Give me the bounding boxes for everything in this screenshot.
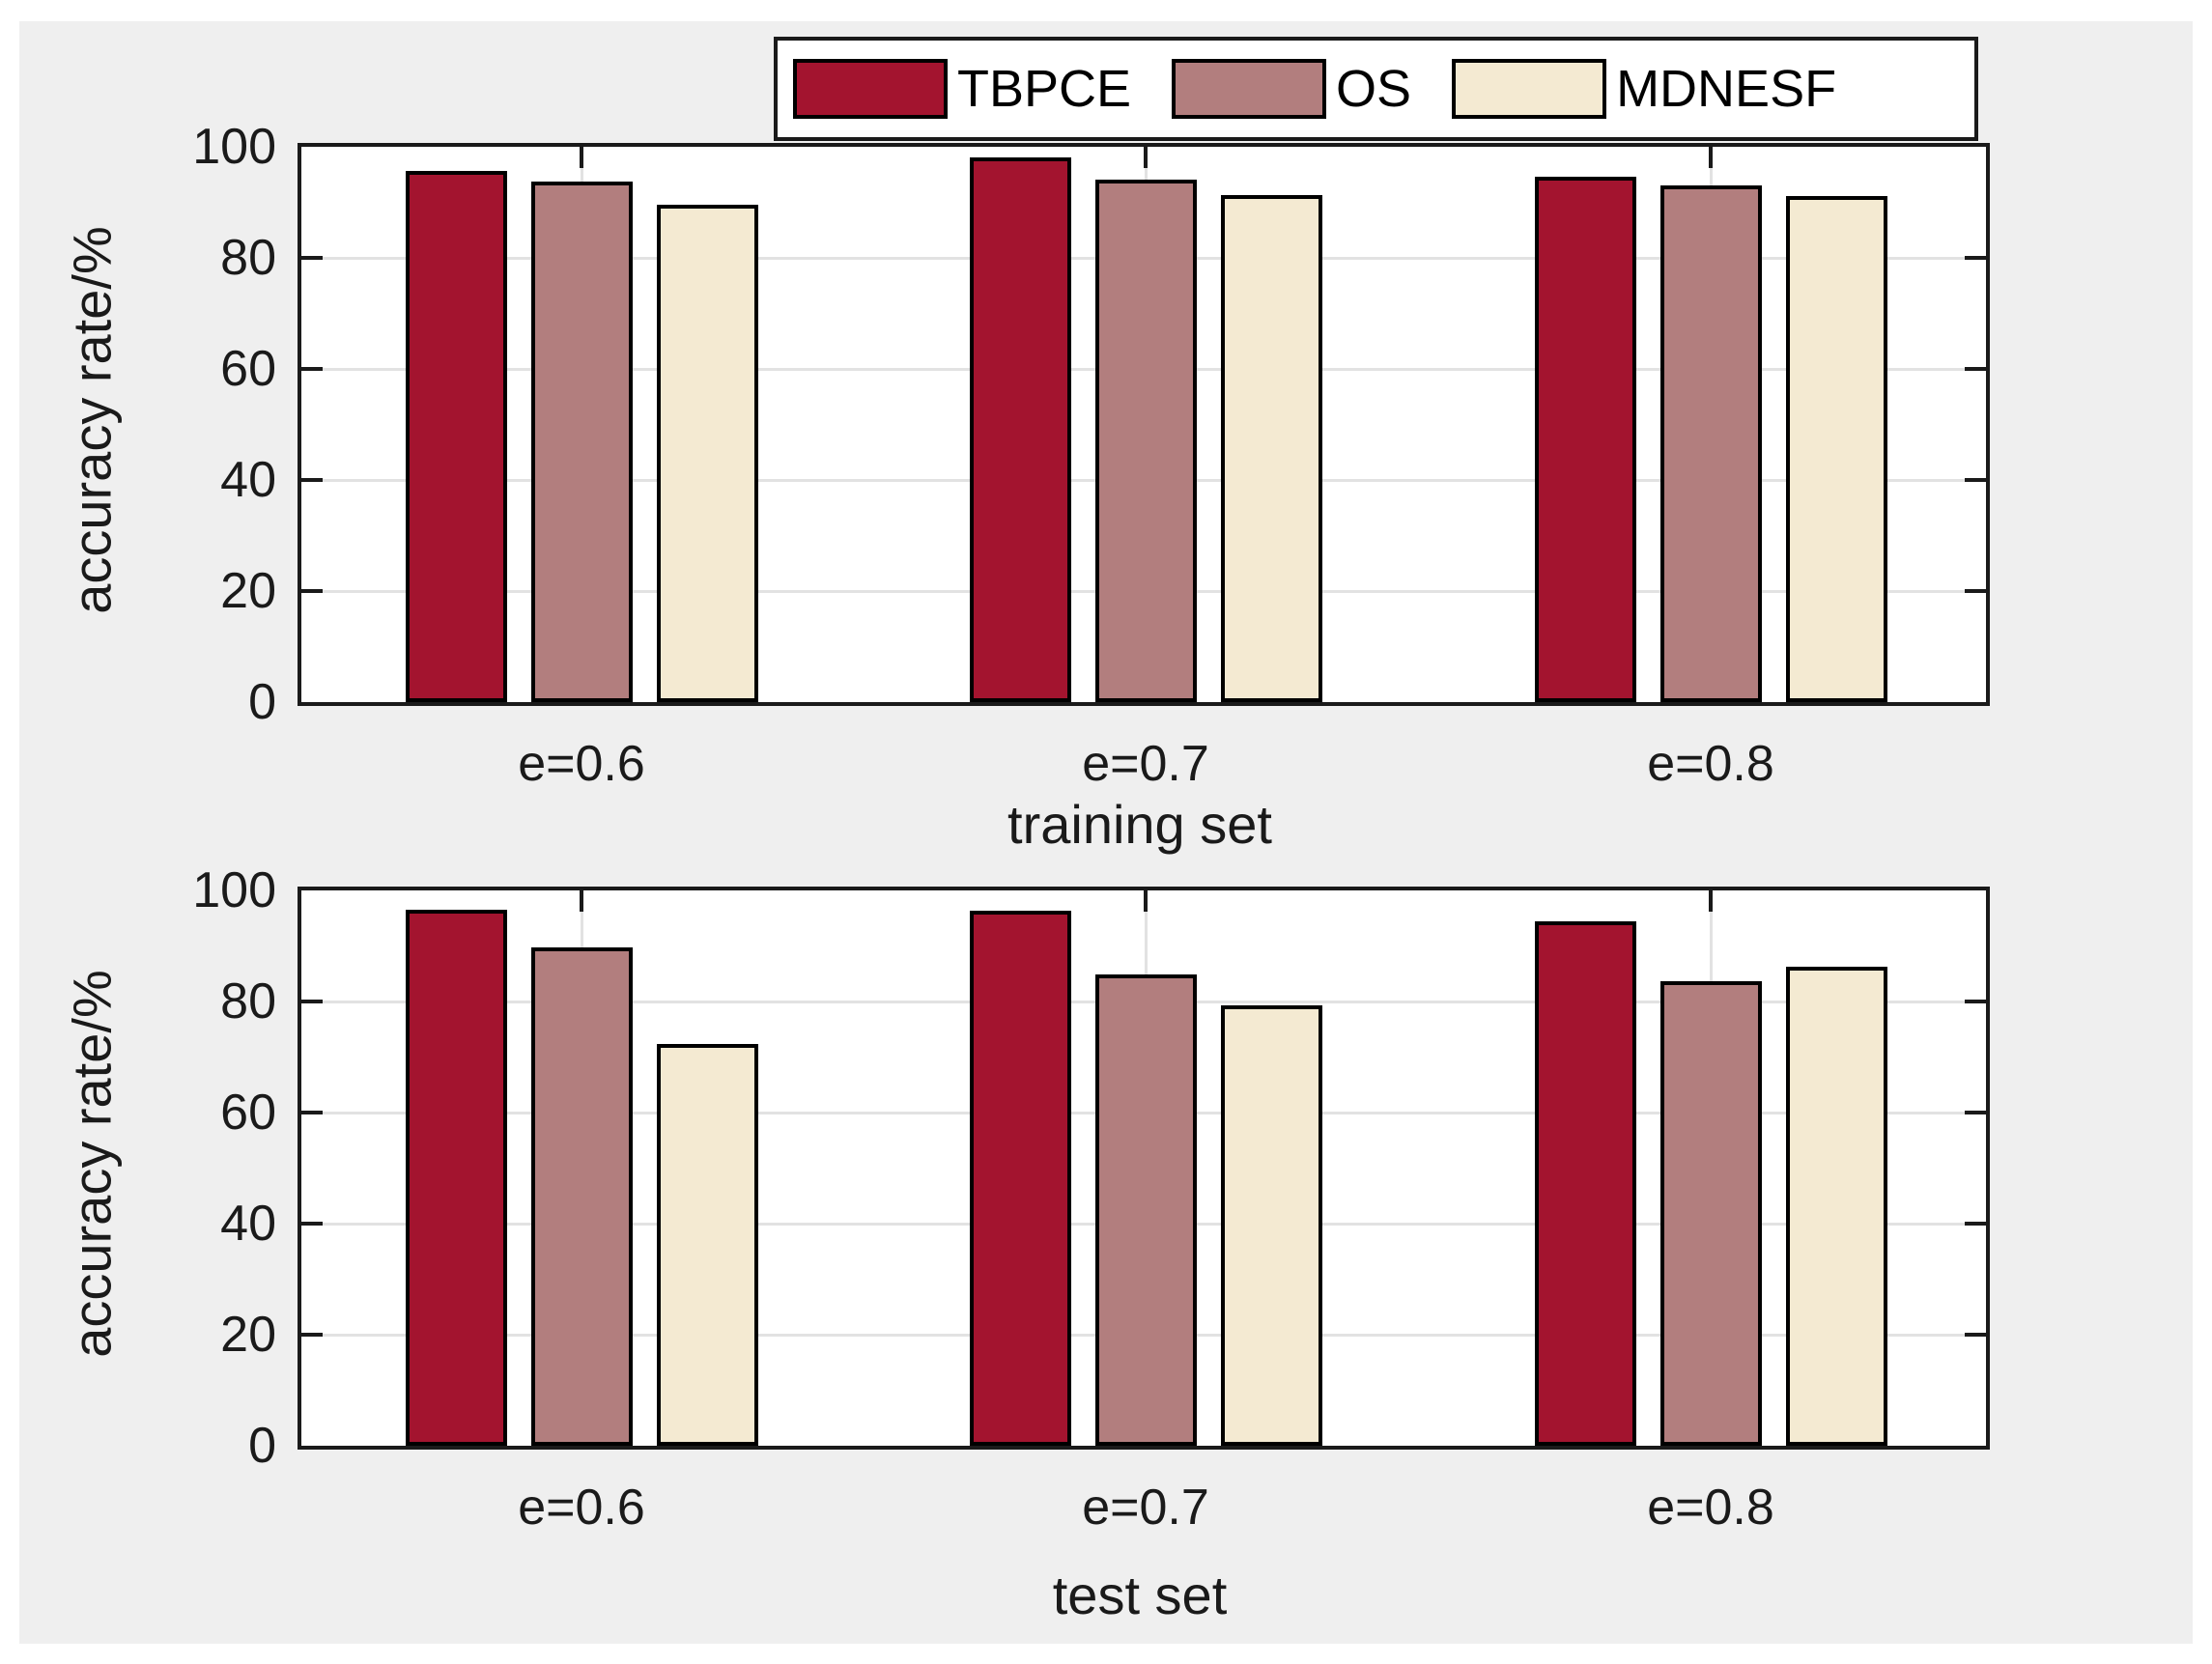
y-tick-label-training-set-40: 40	[220, 452, 276, 508]
y-tick-left-20	[301, 1333, 323, 1337]
y-tick-right-20	[1965, 1333, 1986, 1337]
legend-swatch-tbpce-icon	[793, 59, 948, 119]
y-tick-right-20	[1965, 589, 1986, 593]
y-tick-left-80	[301, 1000, 323, 1003]
bar-test-set-e=0.7-MDNESF	[1220, 1005, 1322, 1446]
y-tick-label-test-set-100: 100	[192, 862, 276, 918]
y-tick-right-80	[1965, 256, 1986, 260]
x-tick-top-e=0.8	[1709, 890, 1713, 912]
y-tick-label-test-set-40: 40	[220, 1196, 276, 1252]
training-plot-area	[298, 143, 1990, 706]
y-tick-label-test-set-20: 20	[220, 1307, 276, 1363]
legend-entry-tbpce: TBPCE	[793, 59, 1131, 119]
bar-test-set-e=0.8-TBPCE	[1534, 921, 1636, 1446]
x-tick-top-e=0.8	[1709, 147, 1713, 168]
bar-training-set-e=0.8-TBPCE	[1534, 177, 1636, 702]
x-tick-label-training-set-e=0.6: e=0.6	[518, 736, 645, 792]
bar-test-set-e=0.6-MDNESF	[656, 1044, 758, 1446]
legend-entry-os: OS	[1172, 59, 1411, 119]
bar-test-set-e=0.8-OS	[1659, 980, 1762, 1446]
y-tick-label-test-set-0: 0	[248, 1418, 276, 1474]
x-tick-top-e=0.6	[580, 147, 583, 168]
bar-test-set-e=0.7-OS	[1094, 973, 1197, 1446]
x-tick-top-e=0.6	[580, 890, 583, 912]
x-tick-label-test-set-e=0.8: e=0.8	[1647, 1480, 1774, 1536]
x-tick-label-test-set-e=0.7: e=0.7	[1082, 1480, 1209, 1536]
bar-test-set-e=0.6-OS	[530, 947, 633, 1446]
test-x-axis-label: test set	[1052, 1565, 1228, 1625]
training-x-axis-label: training set	[1007, 794, 1272, 855]
legend-label-mdnesf: MDNESF	[1616, 60, 1837, 118]
legend: TBPCE OS MDNESF	[774, 37, 1978, 141]
y-tick-left-20	[301, 589, 323, 593]
y-tick-left-60	[301, 1111, 323, 1114]
legend-swatch-mdnesf-icon	[1452, 59, 1607, 119]
y-tick-label-test-set-80: 80	[220, 973, 276, 1029]
y-tick-label-training-set-0: 0	[248, 674, 276, 730]
y-tick-right-40	[1965, 1222, 1986, 1226]
figure-background: TBPCE OS MDNESF accuracy rate/% training…	[19, 21, 2193, 1644]
bar-training-set-e=0.7-MDNESF	[1220, 195, 1322, 702]
bar-test-set-e=0.6-TBPCE	[405, 910, 507, 1446]
x-tick-label-test-set-e=0.6: e=0.6	[518, 1480, 645, 1536]
y-tick-label-training-set-100: 100	[192, 119, 276, 175]
y-tick-right-60	[1965, 367, 1986, 371]
test-plot-area	[298, 887, 1990, 1450]
bar-training-set-e=0.8-MDNESF	[1785, 195, 1887, 702]
bar-test-set-e=0.7-TBPCE	[969, 911, 1071, 1446]
legend-swatch-os-icon	[1172, 59, 1327, 119]
bar-training-set-e=0.7-OS	[1094, 179, 1197, 702]
bar-training-set-e=0.6-TBPCE	[405, 170, 507, 702]
y-tick-label-training-set-20: 20	[220, 563, 276, 619]
y-tick-left-60	[301, 367, 323, 371]
x-tick-label-training-set-e=0.7: e=0.7	[1082, 736, 1209, 792]
y-tick-left-80	[301, 256, 323, 260]
bar-training-set-e=0.6-MDNESF	[656, 204, 758, 702]
y-tick-right-80	[1965, 1000, 1986, 1003]
y-tick-label-test-set-60: 60	[220, 1085, 276, 1141]
bar-test-set-e=0.8-MDNESF	[1785, 966, 1887, 1446]
x-tick-label-training-set-e=0.8: e=0.8	[1647, 736, 1774, 792]
y-tick-right-60	[1965, 1111, 1986, 1114]
bar-training-set-e=0.8-OS	[1659, 184, 1762, 702]
y-tick-left-40	[301, 478, 323, 482]
legend-entry-mdnesf: MDNESF	[1452, 59, 1836, 119]
legend-label-os: OS	[1336, 60, 1412, 118]
y-tick-right-40	[1965, 478, 1986, 482]
bar-training-set-e=0.6-OS	[530, 181, 633, 702]
bar-training-set-e=0.7-TBPCE	[969, 156, 1071, 702]
x-tick-top-e=0.7	[1144, 147, 1148, 168]
legend-label-tbpce: TBPCE	[957, 60, 1132, 118]
x-tick-top-e=0.7	[1144, 890, 1148, 912]
y-tick-left-40	[301, 1222, 323, 1226]
y-tick-label-training-set-80: 80	[220, 230, 276, 286]
y-tick-label-training-set-60: 60	[220, 341, 276, 397]
